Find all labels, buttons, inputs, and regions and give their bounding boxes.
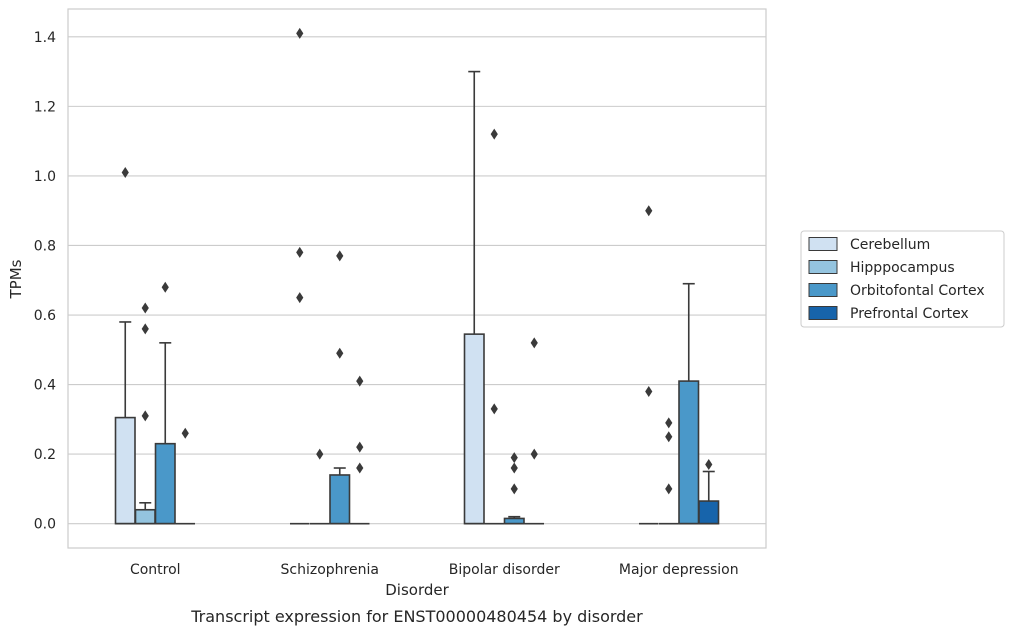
- plot-frame: [67, 8, 767, 549]
- outlier-point: [510, 462, 518, 474]
- legend-frame: [800, 230, 1005, 328]
- y-tick-label: 0.6: [34, 308, 56, 324]
- box-group: [290, 27, 310, 525]
- box-group: [134, 302, 156, 525]
- legend-swatch: [808, 237, 838, 251]
- box: [463, 333, 485, 525]
- box: [114, 416, 136, 525]
- outlier-point: [181, 427, 189, 439]
- y-tick-label: 1.4: [34, 30, 56, 46]
- box-group: [350, 375, 370, 525]
- legend-swatch: [808, 306, 838, 320]
- y-tick-label: 0.0: [34, 517, 56, 533]
- grid-layer: [68, 36, 766, 525]
- outlier-point: [645, 205, 653, 217]
- box: [134, 508, 156, 525]
- x-tick-label: Control: [130, 562, 181, 578]
- legend-label: Hipppocampus: [850, 260, 955, 276]
- y-tick-label: 1.0: [34, 169, 56, 185]
- outlier-point: [705, 459, 713, 471]
- outlier-point: [296, 27, 304, 39]
- outlier-point: [356, 441, 364, 453]
- x-tick-label: Major depression: [619, 562, 739, 578]
- outlier-point: [530, 337, 538, 349]
- box-group: [524, 337, 544, 525]
- y-tick-label: 0.2: [34, 447, 56, 463]
- box: [698, 500, 720, 525]
- x-axis-label: Disorder: [385, 581, 449, 599]
- y-tick-label: 0.8: [34, 238, 56, 254]
- outlier-point: [510, 452, 518, 464]
- legend-swatch: [808, 260, 838, 274]
- box-group: [463, 70, 485, 525]
- y-tick-label: 1.2: [34, 99, 56, 115]
- outlier-point: [296, 246, 304, 258]
- outlier-point: [316, 448, 324, 460]
- outlier-point: [490, 403, 498, 415]
- box-group: [503, 452, 525, 525]
- outlier-point: [530, 448, 538, 460]
- outlier-point: [665, 483, 673, 495]
- legend-label: Orbitofontal Cortex: [850, 283, 985, 299]
- y-axis-label: TPMs: [7, 259, 25, 299]
- outlier-point: [510, 483, 518, 495]
- outlier-point: [665, 417, 673, 429]
- box: [329, 474, 351, 525]
- outlier-point: [356, 375, 364, 387]
- box-group: [678, 282, 700, 525]
- y-tick-labels: 0.0 0.2 0.4 0.6 0.8 1.0 1.2 1.4: [34, 30, 56, 533]
- box-group: [639, 205, 659, 525]
- x-tick-label: Bipolar disorder: [449, 562, 560, 578]
- chart-caption: Transcript expression for ENST0000048045…: [190, 607, 643, 626]
- legend-label: Cerebellum: [850, 237, 930, 253]
- box: [154, 442, 176, 525]
- box-group: [154, 281, 176, 525]
- x-tick-label: Schizophrenia: [281, 562, 379, 578]
- outlier-point: [141, 410, 149, 422]
- legend-items: Cerebellum Hipppocampus Orbitofontal Corte…: [808, 237, 985, 322]
- outlier-point: [296, 292, 304, 304]
- boxes-layer: [114, 27, 720, 525]
- box-group: [175, 427, 195, 525]
- box-group: [329, 250, 351, 525]
- outlier-point: [490, 128, 498, 140]
- outlier-point: [141, 323, 149, 335]
- outlier-point: [336, 347, 344, 359]
- box-group: [659, 417, 679, 525]
- box-group: [698, 459, 720, 525]
- outlier-point: [121, 166, 129, 178]
- outlier-point: [645, 386, 653, 398]
- legend-label: Prefrontal Cortex: [850, 306, 969, 322]
- y-tick-label: 0.4: [34, 378, 56, 394]
- box-group: [310, 448, 330, 525]
- outlier-point: [336, 250, 344, 262]
- legend-swatch: [808, 283, 838, 297]
- outlier-point: [356, 462, 364, 474]
- outlier-point: [665, 431, 673, 443]
- box-group: [484, 128, 504, 525]
- outlier-point: [141, 302, 149, 314]
- box-group: [114, 166, 136, 525]
- legend: Cerebellum Hipppocampus Orbitofontal Corte…: [800, 230, 1005, 328]
- box: [678, 380, 700, 525]
- outlier-point: [161, 281, 169, 293]
- x-tick-labels: Control Schizophrenia Bipolar disorder Majo…: [130, 562, 739, 578]
